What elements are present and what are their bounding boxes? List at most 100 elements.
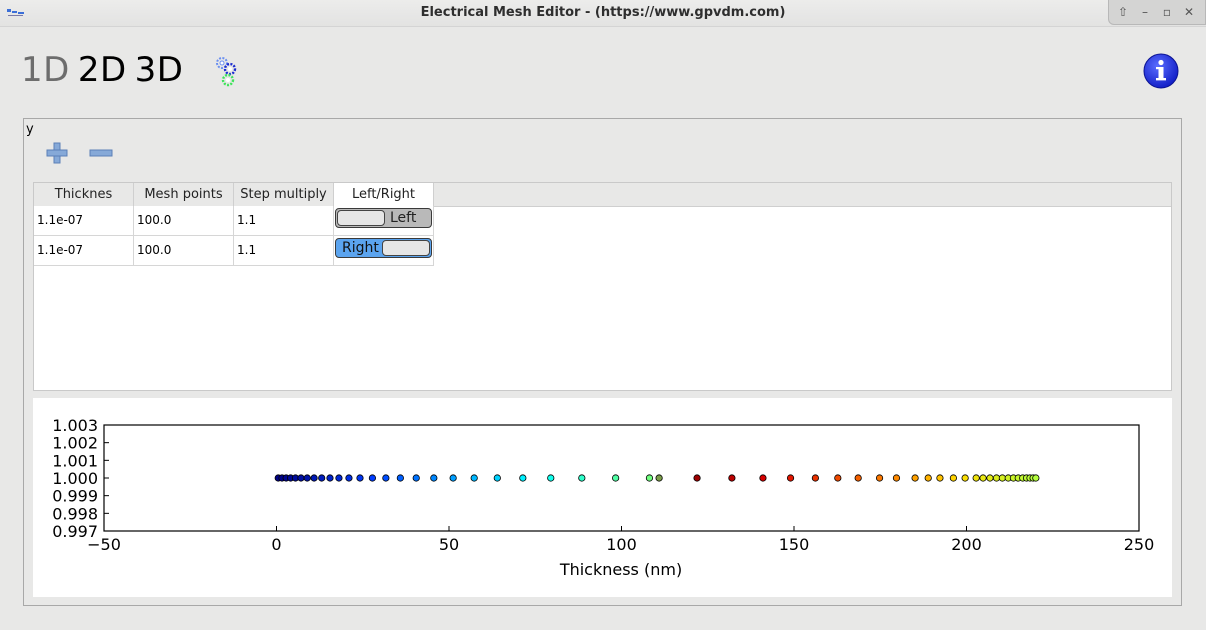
x-tick-label: 250 (1124, 535, 1155, 554)
mesh-point (345, 474, 353, 482)
toggle-knob (337, 210, 385, 226)
mesh-point (811, 474, 819, 482)
header-thickness[interactable]: Thicknes (34, 183, 134, 206)
mesh-point (693, 474, 701, 482)
add-layer-button[interactable] (45, 141, 69, 165)
table-header: Thicknes Mesh points Step multiply Left/… (34, 183, 1171, 207)
mesh-point (449, 474, 457, 482)
window-titlebar: Electrical Mesh Editor - (https://www.gp… (0, 0, 1206, 27)
mesh-plot: 1.003 1.002 1.001 1.000 0.999 0.998 0.997 −50 0… (33, 398, 1172, 597)
x-tick-label: 100 (606, 535, 637, 554)
x-axis-label: Thickness (nm) (559, 560, 682, 579)
y-tick-label: 1.000 (52, 469, 98, 488)
cell-step-multiply[interactable]: 1.1 (234, 236, 334, 266)
mesh-point (949, 474, 957, 482)
mesh-point (972, 474, 980, 482)
group-label: y (26, 122, 34, 137)
mesh-point (547, 474, 555, 482)
shade-icon[interactable]: ⇧ (1117, 5, 1129, 19)
mesh-point (986, 474, 994, 482)
mesh-point (728, 474, 736, 482)
window-title: Electrical Mesh Editor - (https://www.gp… (420, 5, 786, 20)
mesh-point (412, 474, 420, 482)
mesh-point (1032, 474, 1040, 482)
toggle-knob (382, 240, 430, 256)
cell-left-right: Right (334, 236, 434, 266)
mesh-point (655, 474, 663, 482)
mesh-point (382, 474, 390, 482)
y-tick-label: 1.002 (52, 434, 98, 453)
mesh-point (924, 474, 932, 482)
mesh-point (936, 474, 944, 482)
mesh-point (961, 474, 969, 482)
mesh-point (979, 474, 987, 482)
x-tick-label: 50 (439, 535, 459, 554)
maximize-icon[interactable]: ▫ (1162, 5, 1172, 19)
app-icon (7, 9, 24, 16)
mesh-point (430, 474, 438, 482)
x-tick-label: 200 (951, 535, 982, 554)
mesh-point (911, 474, 919, 482)
mesh-point (998, 474, 1006, 482)
mesh-point (759, 474, 767, 482)
mesh-point (470, 474, 478, 482)
mesh-point (493, 474, 501, 482)
toggle-label: Left (390, 210, 417, 226)
mesh-point (368, 474, 377, 482)
toggle-label: Right (342, 240, 379, 256)
table-row: 1.1e-07 100.0 1.1 Left (34, 206, 434, 236)
remove-layer-button[interactable] (88, 141, 114, 165)
gears-icon[interactable] (213, 55, 241, 87)
dimension-3d-button[interactable]: 3D (134, 50, 184, 90)
cell-mesh-points[interactable]: 100.0 (134, 206, 234, 236)
cell-thickness[interactable]: 1.1e-07 (34, 206, 134, 236)
mesh-point (519, 474, 527, 482)
y-tick-label: 1.003 (52, 416, 98, 435)
cell-step-multiply[interactable]: 1.1 (234, 206, 334, 236)
x-tick-label: 0 (271, 535, 281, 554)
mesh-point (578, 474, 586, 482)
mesh-point (297, 474, 305, 482)
left-right-toggle[interactable]: Left (335, 208, 432, 228)
mesh-point (318, 474, 326, 482)
minimize-icon[interactable]: – (1142, 5, 1148, 19)
mesh-point (356, 474, 364, 482)
table-row: 1.1e-07 100.0 1.1 Right (34, 236, 434, 266)
mesh-point (310, 474, 318, 482)
dimension-1d-button[interactable]: 1D (21, 50, 70, 90)
header-mesh-points[interactable]: Mesh points (134, 183, 234, 206)
mesh-point (786, 474, 795, 482)
y-tick-label: 0.997 (52, 522, 98, 541)
mesh-group-frame (23, 118, 1182, 606)
mesh-point (875, 474, 884, 482)
left-right-toggle[interactable]: Right (335, 238, 432, 258)
close-icon[interactable]: ✕ (1183, 5, 1195, 19)
cell-mesh-points[interactable]: 100.0 (134, 236, 234, 266)
mesh-table: Thicknes Mesh points Step multiply Left/… (33, 182, 1172, 391)
y-tick-label: 0.998 (52, 504, 98, 523)
header-step-multiply[interactable]: Step multiply (234, 183, 334, 206)
mesh-point (326, 474, 334, 482)
cell-thickness[interactable]: 1.1e-07 (34, 236, 134, 266)
mesh-point (612, 474, 620, 482)
x-tick-label: 150 (779, 535, 810, 554)
mesh-point (992, 474, 1001, 482)
info-icon[interactable] (1143, 53, 1179, 89)
data-series (274, 474, 1040, 482)
mesh-point (854, 474, 862, 482)
mesh-point (645, 474, 654, 482)
x-tick-label: −50 (87, 535, 121, 554)
mesh-point (396, 474, 404, 482)
dimension-2d-button[interactable]: 2D (77, 50, 127, 90)
x-axis: −50 0 50 100 150 200 250 (87, 526, 1154, 554)
window-controls: ⇧ – ▫ ✕ (1108, 0, 1206, 25)
cell-left-right: Left (334, 206, 434, 236)
header-left-right[interactable]: Left/Right (334, 183, 434, 206)
y-tick-label: 1.001 (52, 451, 98, 470)
y-tick-label: 0.999 (52, 487, 98, 506)
dimension-selector: 1D 2D 3D (21, 50, 191, 90)
mesh-point (892, 474, 901, 482)
mesh-point (303, 474, 311, 482)
